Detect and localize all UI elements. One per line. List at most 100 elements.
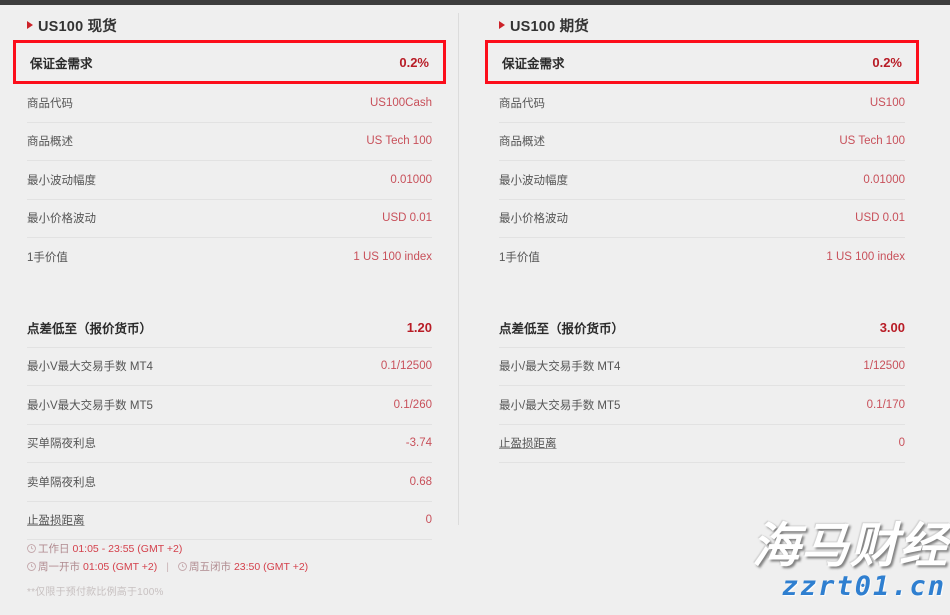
footnote: **仅限于预付款比例高于100% [27,587,164,598]
table-row-margin: 保证金需求 0.2% [30,43,429,81]
instrument-columns: US100 现货 保证金需求 0.2% 商品代码 US100Cash 商品概述 [0,5,950,540]
specs-secondary-list-futures: 点差低至（报价货币） 3.00 最小/最大交易手数 MT4 1/12500 最小… [499,308,905,463]
row-value: 0.01000 [863,173,905,186]
table-row-margin: 保证金需求 0.2% [502,43,902,81]
row-label: 商品概述 [27,136,73,149]
table-row: 卖单隔夜利息 0.68 [27,463,432,502]
specs-secondary-list-spot: 点差低至（报价货币） 1.20 最小V最大交易手数 MT4 0.1/12500 … [27,308,432,540]
monday-open-label: 周一开市 [38,561,80,573]
table-row: 商品概述 US Tech 100 [499,123,905,161]
row-label: 最小V最大交易手数 MT4 [27,361,153,374]
triangle-right-icon [27,21,33,29]
watermark-url: zzrt01.cn [781,571,946,602]
row-label-link[interactable]: 止盈损距离 [499,438,557,451]
row-value: US100 [869,96,905,109]
clock-icon [27,544,36,553]
clock-icon [178,562,187,571]
row-label: 商品代码 [27,97,73,110]
row-label: 商品代码 [499,97,545,110]
table-row: 最小价格波动 USD 0.01 [27,200,432,238]
card-title: US100 现货 [38,18,117,35]
margin-highlight-wrapper-futures: 保证金需求 0.2% [485,40,919,84]
table-row: 最小/最大交易手数 MT5 0.1/170 [499,386,905,425]
row-label-link[interactable]: 止盈损距离 [27,515,85,528]
specs-primary-list-futures: 商品代码 US100 商品概述 US Tech 100 最小波动幅度 0.010… [499,84,905,277]
table-row: 最小波动幅度 0.01000 [27,161,432,200]
row-value: 0.1/170 [866,398,905,411]
monday-open-time: 01:05 (GMT +2) [83,560,158,573]
table-row: 商品代码 US100 [499,84,905,123]
row-label: 最小波动幅度 [27,174,96,187]
table-row: 最小价格波动 USD 0.01 [499,200,905,238]
friday-close-label: 周五闭市 [188,561,231,573]
row-value: USD 0.01 [855,212,905,225]
table-row: 商品代码 US100Cash [27,84,432,123]
card-header-futures[interactable]: US100 期货 [499,5,905,40]
instrument-card-futures: US100 期货 保证金需求 0.2% 商品代码 US100 商品概述 US [459,5,950,540]
column-divider [458,13,459,525]
card-title: US100 期货 [510,18,589,35]
card-header-spot[interactable]: US100 现货 [27,5,432,40]
instrument-specs-page: US100 现货 保证金需求 0.2% 商品代码 US100Cash 商品概述 [0,5,950,612]
weekday-time: 01:05 - 23:55 (GMT +2) [72,542,183,555]
table-row: 止盈损距离 0 [27,502,432,540]
row-label: 保证金需求 [502,56,565,71]
top-strip [0,0,950,5]
table-row-spread: 点差低至（报价货币） 1.20 [27,308,432,348]
row-label: 最小价格波动 [499,213,568,226]
row-label: 最小价格波动 [27,213,96,226]
row-label: 点差低至（报价货币） [499,321,625,336]
specs-primary-list-spot: 商品代码 US100Cash 商品概述 US Tech 100 最小波动幅度 0… [27,84,432,277]
row-value: US Tech 100 [366,135,432,148]
row-value: -3.74 [405,437,432,450]
table-row: 最小/最大交易手数 MT4 1/12500 [499,348,905,386]
row-value: 0.1/260 [393,398,432,411]
table-row: 最小波动幅度 0.01000 [499,161,905,200]
row-label: 最小波动幅度 [499,174,568,187]
table-row: 买单隔夜利息 -3.74 [27,425,432,463]
row-label: 1手价值 [27,252,68,265]
row-value: 0 [425,514,432,527]
row-label: 保证金需求 [30,56,93,71]
row-label: 最小/最大交易手数 MT4 [499,361,621,374]
table-row: 商品概述 US Tech 100 [27,123,432,161]
row-value: 1 US 100 index [826,251,905,264]
triangle-right-icon [499,21,505,29]
row-value: US100Cash [369,96,432,109]
row-label: 点差低至（报价货币） [27,321,153,336]
row-label: 商品概述 [499,136,545,149]
row-value: 1 US 100 index [353,251,432,264]
row-value: 0 [898,437,905,450]
table-row: 最小V最大交易手数 MT4 0.1/12500 [27,348,432,386]
friday-close-time: 23:50 (GMT +2) [233,560,309,573]
table-row: 1手价值 1 US 100 index [27,238,432,277]
row-value: US Tech 100 [839,135,905,148]
row-value: 3.00 [879,319,905,335]
table-row-spread: 点差低至（报价货币） 3.00 [499,308,905,348]
margin-highlight-box: 保证金需求 0.2% [485,40,919,84]
table-row: 1手价值 1 US 100 index [499,238,905,277]
row-value: 0.68 [409,475,432,488]
table-row: 最小V最大交易手数 MT5 0.1/260 [27,386,432,425]
row-value: 0.2% [872,54,902,70]
row-value: 0.1/12500 [380,360,432,373]
footer-separator: | [166,560,169,573]
trading-hours-open-close: 周一开市 01:05 (GMT +2) | 周五闭市 23:50 (GMT +2… [27,559,527,574]
section-gap [27,277,432,308]
row-value: 1/12500 [863,360,905,373]
row-label: 最小V最大交易手数 MT5 [27,399,153,412]
row-value: 1.20 [406,319,432,335]
margin-highlight-box: 保证金需求 0.2% [13,40,446,84]
clock-icon [27,562,36,571]
row-value: 0.01000 [390,173,432,186]
row-value: USD 0.01 [382,212,432,225]
margin-highlight-wrapper-spot: 保证金需求 0.2% [13,40,446,84]
row-label: 卖单隔夜利息 [27,476,96,489]
instrument-card-spot: US100 现货 保证金需求 0.2% 商品代码 US100Cash 商品概述 [0,5,459,540]
row-label: 最小/最大交易手数 MT5 [499,399,621,412]
table-row: 止盈损距离 0 [499,425,905,463]
section-gap [499,277,905,308]
trading-hours-footer: 工作日 01:05 - 23:55 (GMT +2) 周一开市 01:05 (G… [27,541,527,599]
row-label: 1手价值 [499,252,540,265]
weekday-label: 工作日 [38,543,70,555]
